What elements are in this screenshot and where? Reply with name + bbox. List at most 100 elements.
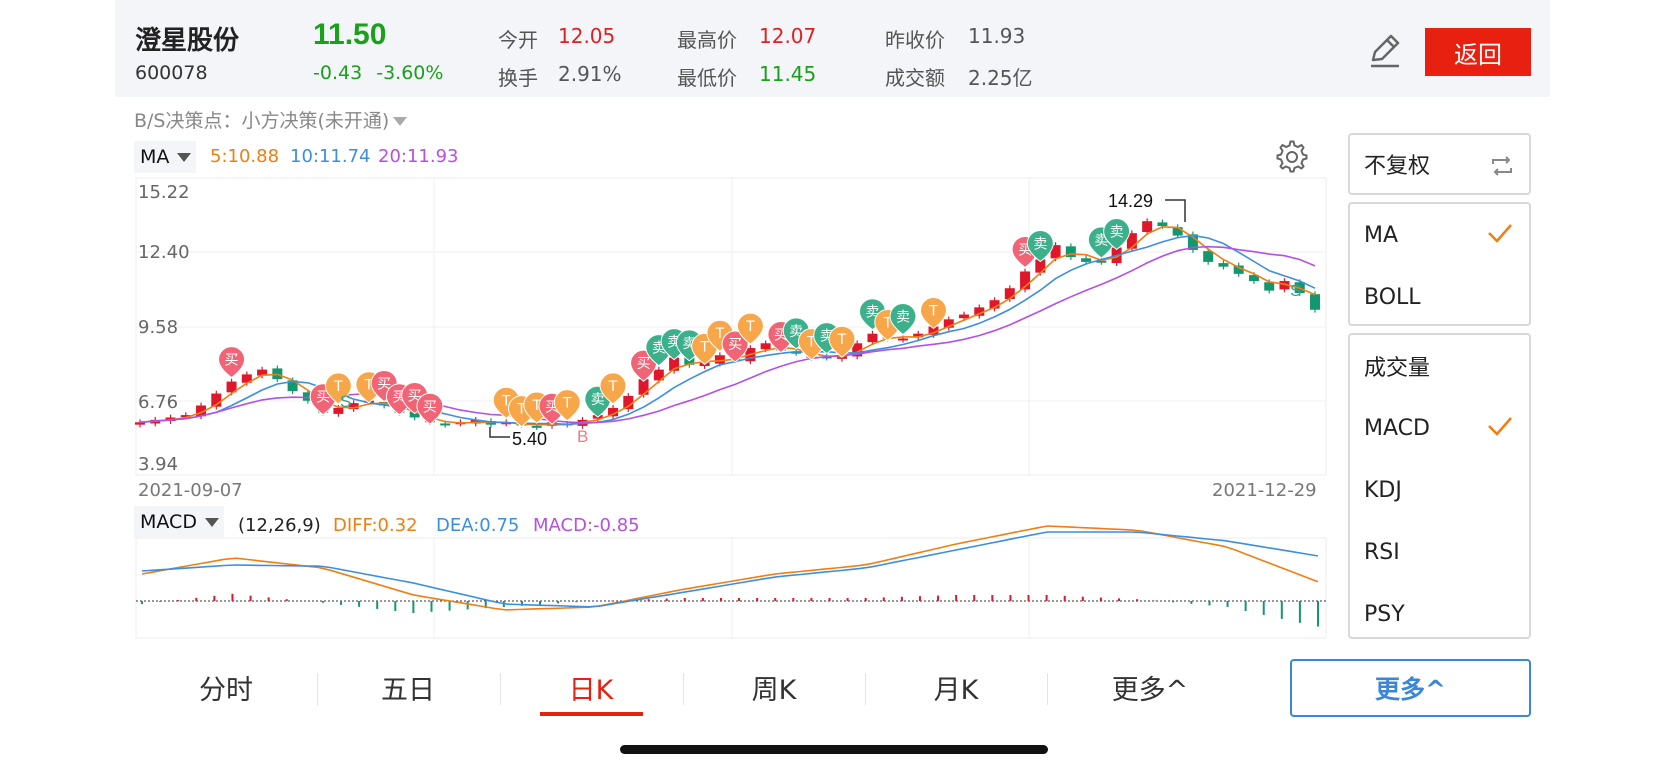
caret-down-icon [204, 517, 219, 527]
signal-label: 买 [377, 377, 391, 393]
signal-label: 卖 [896, 309, 910, 325]
signal-label: T [333, 379, 343, 395]
tab-rik[interactable]: 日K [568, 675, 614, 706]
extreme-annotations: 14.29 5.40 B S S [340, 191, 1301, 449]
gear-icon[interactable] [1275, 140, 1309, 174]
signal-pin [416, 392, 444, 425]
fuquan-option[interactable]: 不复权 [1350, 135, 1529, 193]
candle-body [241, 374, 252, 383]
candle-body [623, 395, 634, 410]
signal-label: T [882, 315, 892, 331]
panel-item-volume[interactable]: 成交量 [1350, 335, 1529, 397]
panel-item-label: BOLL [1364, 284, 1421, 310]
signal-label: 卖 [1033, 237, 1047, 253]
candle-body [302, 392, 313, 401]
candle-body [257, 369, 268, 376]
y-label-4: 6.76 [138, 392, 179, 413]
candle-body [1157, 222, 1168, 226]
signal-label: T [699, 339, 709, 355]
main-indicator-select[interactable]: MA [134, 141, 196, 173]
diff-line [141, 525, 1319, 611]
candle-body [211, 393, 222, 407]
active-tab-underline [540, 712, 643, 716]
candle-body [1233, 265, 1244, 274]
sell-marker-1: S [340, 392, 351, 411]
candle-body [1248, 275, 1259, 282]
check-icon [1488, 224, 1512, 243]
pencil-icon[interactable] [1365, 30, 1405, 70]
panel-item-psy[interactable]: PSY [1350, 583, 1529, 645]
panel-item-label: RSI [1364, 539, 1400, 565]
turnover-value: 2.91% [558, 62, 622, 86]
panel-item-macd[interactable]: MACD [1350, 397, 1529, 459]
candle-body [653, 369, 664, 381]
panel-item-boll[interactable]: BOLL [1350, 266, 1529, 328]
tab-divider [1047, 673, 1048, 705]
signal-label: 买 [225, 353, 239, 369]
candle-body [714, 355, 725, 364]
signal-pin [1103, 218, 1131, 251]
candle-body [897, 338, 908, 341]
macd-chart-frame [135, 537, 1327, 639]
sub-indicator-select[interactable]: MACD [134, 506, 224, 538]
tab-zhouk[interactable]: 周K [751, 675, 797, 706]
signal-pin [324, 372, 352, 405]
candle-body [1142, 221, 1153, 232]
tab-more[interactable]: 更多^ [1111, 675, 1189, 706]
tab-divider [683, 673, 684, 705]
candle-body [638, 379, 649, 395]
ma20-value: 20:11.93 [378, 146, 459, 167]
candle-body [959, 314, 970, 319]
bs-decision-selector[interactable]: B/S决策点：小方决策(未开通) [134, 106, 408, 133]
candle-body [608, 407, 619, 417]
candle-body [135, 422, 145, 425]
candle-body [913, 333, 924, 338]
caret-down-icon [393, 117, 408, 126]
signal-label: T [928, 304, 938, 320]
tab-wuri[interactable]: 五日 [381, 675, 435, 706]
buy-marker: B [577, 427, 588, 446]
home-indicator [620, 745, 1048, 754]
ma5-value: 5:10.88 [210, 146, 280, 167]
panel-item-label: MA [1364, 222, 1399, 248]
signal-markers: 买买T T 买买 买买 TT T 买 T 卖T买卖卖卖 TT买T买 卖T 卖 T卖T 卖 T买卖卖卖 [218, 218, 1131, 428]
low-label: 最低价 [677, 66, 737, 90]
open-label: 今开 [498, 28, 538, 52]
signal-pin [218, 346, 246, 379]
back-button[interactable]: 返回 [1425, 28, 1531, 76]
signal-pin [736, 312, 764, 345]
signal-label: T [501, 393, 511, 409]
candle-body [821, 356, 832, 359]
fuquan-label: 不复权 [1364, 154, 1431, 179]
candle-body [1096, 260, 1107, 263]
tab-fenshi[interactable]: 分时 [199, 675, 253, 706]
panel-item-label: MACD [1364, 415, 1430, 441]
tab-divider [317, 673, 318, 705]
open-value: 12.05 [558, 24, 616, 48]
signal-pin [1026, 230, 1054, 263]
candle-body [1187, 234, 1198, 250]
amount-value: 2.25亿 [968, 66, 1033, 90]
candle-body [180, 415, 191, 418]
more-button[interactable]: 更多^ [1290, 659, 1531, 717]
panel-item-kdj[interactable]: KDJ [1350, 459, 1529, 521]
bs-decision-label: B/S决策点：小方决策(未开通) [134, 110, 390, 132]
candle-body [943, 319, 954, 328]
y-label-5: 3.94 [138, 454, 179, 475]
panel-item-rsi[interactable]: RSI [1350, 521, 1529, 583]
candle-body [531, 425, 542, 428]
signal-pin [599, 372, 627, 405]
fuquan-select[interactable]: 不复权 [1348, 133, 1531, 195]
tab-divider [865, 673, 866, 705]
signal-label: T [806, 335, 816, 351]
amount-label: 成交额 [885, 66, 945, 90]
start-date: 2021-09-07 [138, 480, 243, 501]
prev-close-label: 昨收价 [885, 28, 945, 52]
panel-item-label: PSY [1364, 601, 1405, 627]
tab-yuek[interactable]: 月K [933, 675, 979, 706]
signal-label: 买 [316, 390, 330, 406]
quote-header: 澄星股份 600078 11.50 -0.43 -3.60% 今开 12.05 … [115, 0, 1550, 97]
macd-params: (12,26,9) [238, 515, 321, 536]
panel-item-ma[interactable]: MA [1350, 204, 1529, 266]
